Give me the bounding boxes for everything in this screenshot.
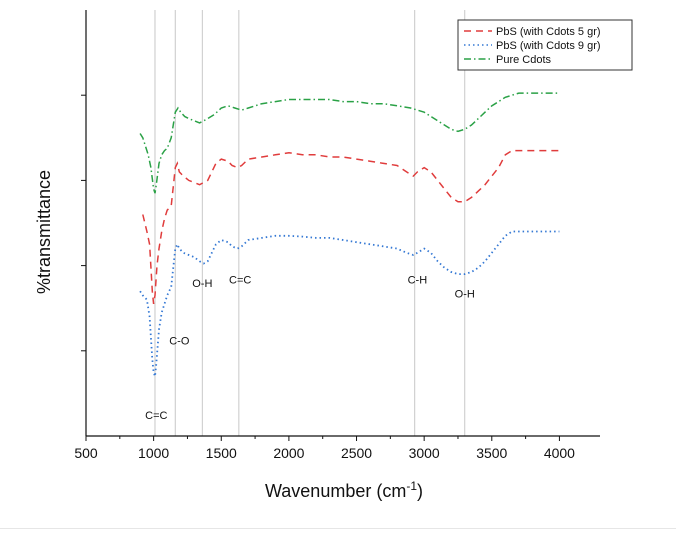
x-axis-title-superscript: -1 bbox=[406, 479, 417, 493]
annotation-0: C=C bbox=[145, 410, 167, 422]
axes bbox=[85, 10, 600, 437]
x-tick-label-0: 500 bbox=[74, 445, 98, 461]
x-tick-label-5: 3000 bbox=[409, 445, 440, 461]
reference-lines bbox=[154, 10, 466, 436]
y-axis-ticks bbox=[81, 94, 86, 352]
x-tick-label-3: 2000 bbox=[273, 445, 304, 461]
legend-label-1: PbS (with Cdots 9 gr) bbox=[496, 40, 601, 52]
annotations: C=C C-O O-H C=C C-H O-H bbox=[145, 274, 475, 421]
x-axis-ticks: 500 1000 1500 2000 2500 3000 3500 4000 bbox=[74, 436, 575, 461]
x-axis-title-end: ) bbox=[417, 481, 423, 501]
x-tick-label-7: 4000 bbox=[544, 445, 575, 461]
annotation-3: C=C bbox=[229, 274, 251, 286]
series-line-1 bbox=[139, 230, 560, 377]
legend: PbS (with Cdots 5 gr) PbS (with Cdots 9 g… bbox=[457, 19, 633, 71]
x-tick-label-1: 1000 bbox=[138, 445, 169, 461]
legend-label-0: PbS (with Cdots 5 gr) bbox=[496, 26, 601, 38]
x-tick-label-6: 3500 bbox=[476, 445, 507, 461]
x-tick-label-4: 2500 bbox=[341, 445, 372, 461]
annotation-2: O-H bbox=[192, 278, 212, 290]
x-tick-label-2: 1500 bbox=[206, 445, 237, 461]
x-axis-title-main: Wavenumber (cm bbox=[265, 481, 406, 501]
legend-label-2: Pure Cdots bbox=[496, 54, 552, 66]
series-line-0 bbox=[142, 149, 560, 305]
x-axis-title: Wavenumber (cm-1) bbox=[265, 479, 423, 501]
series-line-2 bbox=[139, 92, 560, 194]
y-axis-title: %transmittance bbox=[34, 170, 54, 294]
bottom-divider bbox=[0, 528, 676, 529]
series-layer bbox=[139, 92, 560, 377]
annotation-4: C-H bbox=[408, 274, 428, 286]
annotation-1: C-O bbox=[169, 335, 190, 347]
annotation-5: O-H bbox=[455, 289, 475, 301]
